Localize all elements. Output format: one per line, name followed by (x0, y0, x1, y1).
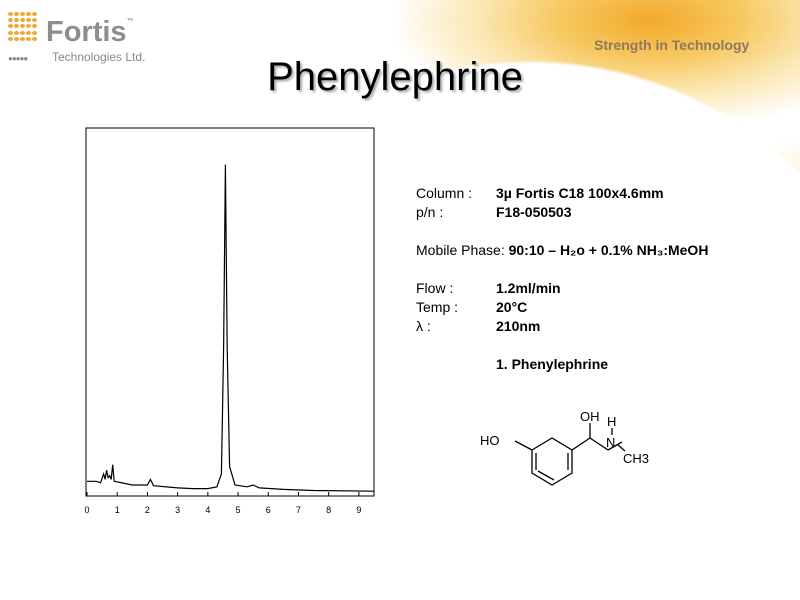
phenylephrine-structure: HO OH H N CH3 (480, 409, 649, 486)
x-tick-label: 4 (205, 505, 210, 515)
flow-value: 1.2ml/min (496, 280, 561, 296)
column-label: Column : (416, 185, 473, 201)
ch3-label: CH3 (623, 451, 649, 466)
wavelength-value: 210nm (496, 318, 541, 334)
x-tick-label: 6 (266, 505, 271, 515)
logo-dots-icon: ●●●●● (8, 54, 28, 63)
column-value: 3µ Fortis C18 100x4.6mm (496, 185, 664, 201)
n-label: N (606, 435, 615, 450)
temp-label: Temp : (416, 299, 459, 315)
brand-name: Fortis™ (46, 16, 134, 48)
plot-frame (85, 127, 375, 497)
mobile-phase-label: Mobile Phase: (416, 242, 509, 258)
x-tick-label: 7 (296, 505, 301, 515)
x-tick-label: 0 (84, 505, 89, 515)
x-tick-label: 3 (175, 505, 180, 515)
x-tick-label: 2 (145, 505, 150, 515)
x-tick-label: 8 (326, 505, 331, 515)
h-label: H (607, 414, 616, 429)
x-tick-label: 1 (115, 505, 120, 515)
slide-title: Phenylephrine (267, 55, 523, 99)
temp-value: 20°C (496, 299, 528, 315)
oh-label: OH (580, 409, 600, 424)
mobile-phase-value: 90:10 – H₂o + 0.1% NH₃:MeOH (508, 242, 709, 258)
peak-list-item: 1. Phenylephrine (496, 356, 609, 372)
pn-label: p/n : (416, 204, 444, 220)
chromatogram-trace (87, 164, 375, 492)
method-info: Column : 3µ Fortis C18 100x4.6mm p/n : F18… (416, 184, 796, 374)
fortis-logo: ●●●●● Fortis™ Technologies Ltd. (8, 12, 148, 64)
logo-mark-icon (8, 12, 38, 42)
flow-label: Flow : (416, 280, 454, 296)
tagline: Strength in Technology (594, 37, 750, 53)
ho-label: HO (480, 433, 500, 448)
wavelength-label: λ : (416, 318, 431, 334)
x-tick-label: 9 (356, 505, 361, 515)
pn-value: F18-050503 (496, 204, 572, 220)
brand-subtitle: Technologies Ltd. (52, 50, 146, 64)
x-tick-label: 5 (236, 505, 241, 515)
